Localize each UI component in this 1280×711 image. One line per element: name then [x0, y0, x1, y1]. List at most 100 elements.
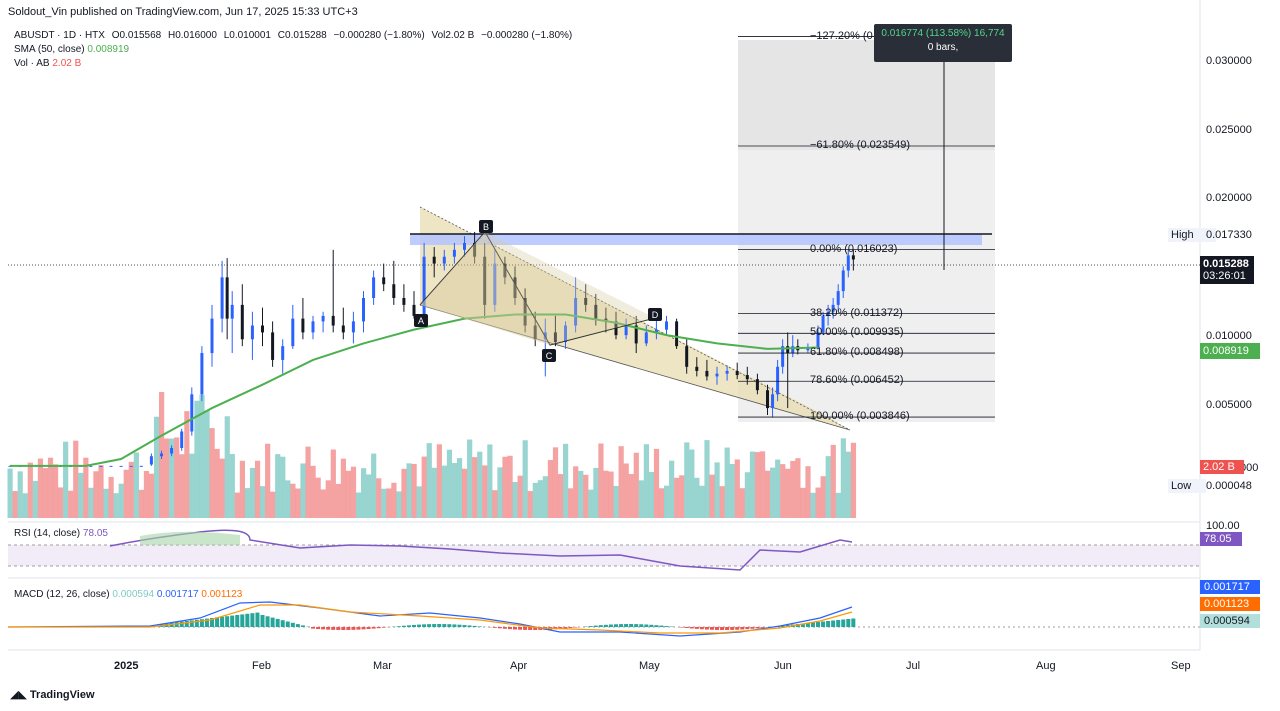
volume-bar [260, 486, 266, 518]
macd-hist-bar [715, 627, 719, 630]
macd-hist-bar [240, 614, 245, 627]
candle-body [584, 298, 588, 305]
volume-bar [845, 451, 851, 518]
time-label: Jul [906, 660, 921, 672]
vol-value: 2.02 B [52, 58, 82, 69]
volume-bar [441, 465, 447, 518]
sma-legend[interactable]: SMA (50, close) 0.008919 [14, 44, 129, 55]
macd-hist-bar [619, 624, 624, 627]
candle-body [851, 255, 855, 260]
rsi-legend[interactable]: RSI (14, close) 78.05 [14, 528, 108, 539]
volume-bar [810, 492, 816, 518]
volume-bar [113, 493, 119, 518]
macd-hist-bar [194, 619, 199, 627]
volume-bar [699, 485, 705, 518]
macd-hist-bar [492, 627, 497, 628]
volume-bar [118, 483, 124, 518]
volume-bar [300, 463, 306, 518]
volume-bar [416, 486, 422, 518]
rsi-overbought-fill [140, 531, 240, 545]
macd-hist-bar [174, 622, 179, 627]
candle-body [821, 315, 825, 333]
candle-body [230, 304, 234, 319]
volume-bar [88, 487, 94, 518]
volume-bar [729, 463, 735, 518]
volume-bar [527, 491, 533, 518]
macd-hist-bar [523, 627, 528, 630]
macd-hist-bar [189, 620, 194, 627]
volume-bar [628, 474, 634, 518]
macd-legend[interactable]: MACD (12, 26, close) 0.000594 0.001717 0… [14, 589, 242, 600]
macd-hist-bar [694, 627, 699, 629]
volume-bar [58, 487, 64, 518]
macd-hist-value: 0.000594 [112, 589, 155, 600]
macd-hist-bar [437, 624, 442, 627]
volume-bar [280, 456, 286, 518]
volume-bar [517, 475, 523, 518]
volume-bar [462, 468, 468, 518]
macd-hist-bar [432, 624, 437, 627]
volume-bar [27, 462, 33, 518]
ohlc-high: H0.016000 [168, 30, 217, 41]
candle-body [119, 465, 123, 467]
volume-bar [557, 474, 564, 518]
macd-hist-bar [361, 627, 366, 630]
volume-bar [52, 464, 59, 518]
vol-change: −0.000280 (−1.80%) [481, 30, 573, 41]
time-label: Sep [1171, 660, 1191, 672]
volume-bar [749, 451, 756, 518]
macd-hist-bar [280, 620, 285, 627]
volume-bar [638, 480, 644, 518]
time-label: Feb [252, 660, 271, 672]
volume-bar [674, 477, 680, 518]
macd-hist-bar [316, 627, 321, 630]
vol-tag: 2.02 B [1200, 460, 1244, 474]
symbol-name[interactable]: ABUSDT · 1D · HTX [14, 30, 105, 41]
candle-body [654, 329, 658, 333]
volume-bar [47, 457, 54, 518]
volume-bar [179, 454, 185, 518]
time-label: Mar [373, 660, 392, 672]
macd-hist-bar [199, 619, 204, 627]
candle-body [200, 353, 204, 395]
volume-bar [563, 443, 569, 518]
fib-label: 100.00% (0.003846) [810, 410, 910, 423]
symbol-legend: ABUSDT · 1D · HTX O0.015568 H0.016000 L0… [14, 30, 576, 41]
volume-bar [765, 470, 771, 518]
volume-bar [148, 473, 155, 518]
volume-bar [472, 457, 478, 518]
tradingview-logo[interactable]: ◢◣ TradingView [10, 688, 95, 701]
fib-label: 61.80% (0.008498) [810, 346, 904, 359]
volume-bar [401, 468, 407, 518]
candle-body [745, 375, 749, 380]
point-c-label: C [542, 349, 556, 362]
point-b: B [483, 222, 489, 232]
macd-hist-bar [831, 620, 836, 627]
candle-body [574, 298, 578, 326]
point-a: A [418, 316, 424, 326]
volume-bar [820, 476, 826, 518]
volume-bar [7, 468, 13, 518]
vol-legend[interactable]: Vol · AB 2.02 B [14, 58, 81, 69]
candle-body [766, 390, 769, 409]
macd-hist-bar [704, 627, 709, 630]
volume-bar [143, 470, 150, 518]
macd-hist-bar [644, 624, 649, 627]
macd-hist-bar [326, 627, 331, 630]
macd-hist-bar [255, 612, 260, 627]
macd-hist-bar [270, 617, 275, 627]
candle-body [139, 465, 143, 467]
volume-bar [704, 440, 710, 518]
volume-bar [371, 453, 377, 518]
candle-body [99, 465, 103, 467]
volume-bar [497, 467, 503, 518]
macd-hist-bar [709, 627, 714, 630]
candle-body [210, 318, 214, 354]
point-b-label: B [479, 220, 493, 233]
high-value: 0.017330 [1206, 229, 1252, 241]
volume-bar [335, 483, 341, 518]
candle-body [432, 256, 436, 264]
candle-body [634, 325, 638, 344]
macd-hist-bar [472, 625, 477, 627]
